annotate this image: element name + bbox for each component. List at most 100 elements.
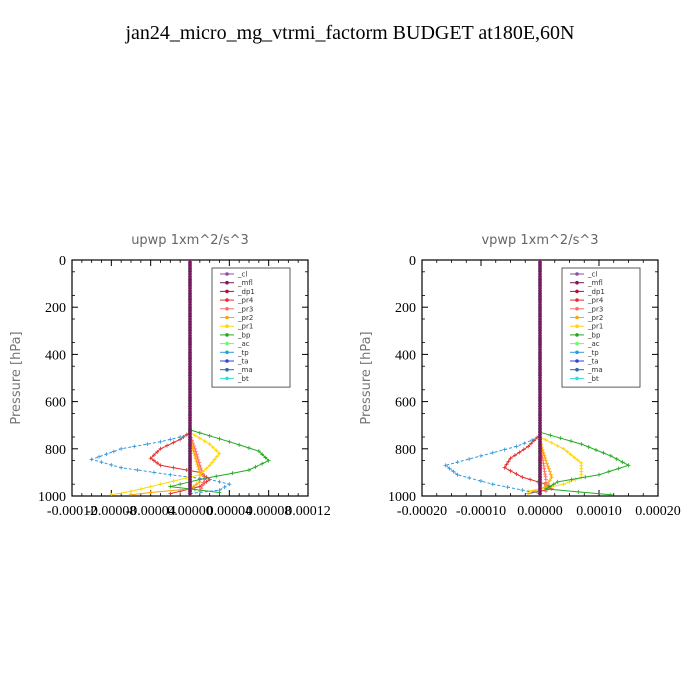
series-marker-bp bbox=[568, 439, 573, 444]
series-marker-tp bbox=[227, 482, 232, 487]
legend-marker bbox=[225, 298, 229, 302]
series-marker-pr2 bbox=[194, 482, 199, 487]
legend-marker bbox=[225, 307, 229, 311]
series-marker-bp bbox=[263, 455, 268, 460]
legend-label: _pr3 bbox=[237, 305, 253, 313]
series-marker-tp bbox=[217, 488, 222, 493]
legend-label: _mfl bbox=[237, 279, 253, 287]
x-tick-label: -0.00012 bbox=[47, 504, 97, 519]
legend-marker bbox=[575, 324, 579, 329]
series-marker-tp bbox=[455, 460, 460, 465]
legend-marker bbox=[575, 298, 579, 302]
series-line-bp bbox=[539, 431, 630, 496]
x-tick-label: 0.00000 bbox=[167, 504, 213, 519]
series-marker-pr1 bbox=[109, 492, 114, 496]
series-group bbox=[443, 260, 631, 496]
series-marker-tp bbox=[455, 472, 460, 477]
legend-label: _pr1 bbox=[237, 323, 253, 331]
zero-line-marker bbox=[188, 491, 192, 496]
series-marker-pr4 bbox=[151, 453, 156, 458]
series-marker-bp bbox=[586, 445, 591, 450]
series-marker-bp bbox=[168, 484, 173, 489]
legend-marker bbox=[575, 315, 579, 320]
y-tick-label: 600 bbox=[45, 396, 66, 411]
series-marker-pr2 bbox=[547, 469, 552, 474]
y-axis-label: Pressure [hPa] bbox=[9, 331, 24, 424]
series-marker-pr4 bbox=[204, 479, 209, 484]
series-marker-bp bbox=[616, 466, 621, 471]
legend-box bbox=[211, 267, 291, 388]
series-marker-tp bbox=[178, 435, 183, 439]
series-marker-bp bbox=[214, 474, 219, 479]
series-marker-tp bbox=[520, 488, 525, 493]
series-marker-tp bbox=[451, 469, 456, 474]
series-marker-bp bbox=[543, 486, 548, 491]
legend: _cl_mfl_dp1_pr4_pr3_pr2_pr1_bp_ac_tp_ta_… bbox=[561, 267, 641, 388]
legend-label: _bp bbox=[587, 331, 601, 339]
series-marker-pr3 bbox=[200, 483, 205, 488]
series-marker-bp bbox=[620, 460, 625, 465]
x-tick-label: 0.00010 bbox=[576, 504, 622, 519]
series-marker-pr4 bbox=[148, 456, 153, 461]
legend-label: _pr4 bbox=[587, 297, 604, 305]
series-marker-pr4 bbox=[526, 444, 531, 449]
legend-label: _dp1 bbox=[587, 288, 605, 296]
series-line-pr1 bbox=[111, 431, 221, 496]
series-marker-pr2 bbox=[546, 466, 551, 471]
series-marker-bp bbox=[608, 492, 613, 496]
legend-marker bbox=[575, 280, 579, 285]
series-marker-pr1 bbox=[201, 469, 206, 474]
series-marker-pr1 bbox=[171, 479, 176, 484]
panel-upwp: upwp 1xm^2/s^3 Pressure [hPa] 0 200 400 600 80… bbox=[9, 233, 331, 519]
series-marker-pr3 bbox=[541, 463, 546, 468]
series-marker-tp bbox=[217, 479, 222, 484]
series-marker-bp bbox=[614, 457, 619, 462]
x-tick-label: -0.00010 bbox=[456, 504, 506, 519]
legend-label: _mfl bbox=[587, 279, 603, 287]
series-marker-pr2 bbox=[129, 492, 133, 496]
panel-title: vpwp 1xm^2/s^3 bbox=[481, 233, 598, 248]
y-tick-label: 1000 bbox=[38, 490, 66, 505]
series-marker-tp bbox=[502, 447, 507, 452]
series-marker-pr1 bbox=[138, 486, 143, 491]
y-tick-label: 0 bbox=[409, 254, 416, 269]
series-marker-bp bbox=[579, 442, 584, 447]
series-marker-bp bbox=[594, 447, 599, 452]
legend-label: _pr4 bbox=[237, 297, 254, 305]
series-marker-pr2 bbox=[549, 475, 554, 480]
series-marker-tp bbox=[168, 437, 173, 442]
series-marker-pr4 bbox=[508, 456, 513, 461]
series-marker-pr4 bbox=[168, 491, 173, 496]
series-marker-pr4 bbox=[514, 471, 519, 476]
series-marker-pr1 bbox=[207, 442, 212, 447]
series-marker-bp bbox=[555, 479, 560, 484]
legend-label: _dp1 bbox=[237, 288, 255, 296]
y-tick-label: 200 bbox=[395, 301, 416, 316]
series-marker-pr1 bbox=[567, 479, 572, 484]
series-marker-tp bbox=[222, 485, 227, 490]
series-marker-pr4 bbox=[504, 462, 509, 467]
series-marker-bp bbox=[569, 477, 574, 482]
panel-title: upwp 1xm^2/s^3 bbox=[131, 233, 249, 248]
series-marker-pr2 bbox=[194, 459, 199, 464]
series-marker-pr4 bbox=[171, 465, 176, 470]
series-marker-bp bbox=[247, 468, 251, 473]
series-marker-pr1 bbox=[543, 437, 548, 442]
series-marker-pr3 bbox=[201, 474, 206, 479]
x-tick-label: 0.00008 bbox=[246, 504, 292, 519]
y-tick-label: 800 bbox=[395, 443, 416, 458]
series-marker-pr2 bbox=[542, 453, 547, 458]
series-marker-bp bbox=[247, 446, 251, 451]
legend-label: _cl bbox=[237, 271, 247, 279]
series-marker-pr2 bbox=[195, 462, 200, 467]
series-marker-bp bbox=[260, 452, 265, 457]
series-marker-tp bbox=[109, 462, 114, 467]
series-marker-pr1 bbox=[197, 472, 202, 477]
series-marker-pr2 bbox=[192, 451, 197, 456]
series-marker-tp bbox=[97, 454, 102, 459]
series-marker-bp bbox=[217, 436, 222, 441]
legend-label: _pr1 bbox=[587, 323, 603, 331]
series-marker-pr2 bbox=[193, 456, 198, 461]
legend-marker bbox=[575, 350, 579, 355]
series-marker-tp bbox=[447, 466, 452, 471]
